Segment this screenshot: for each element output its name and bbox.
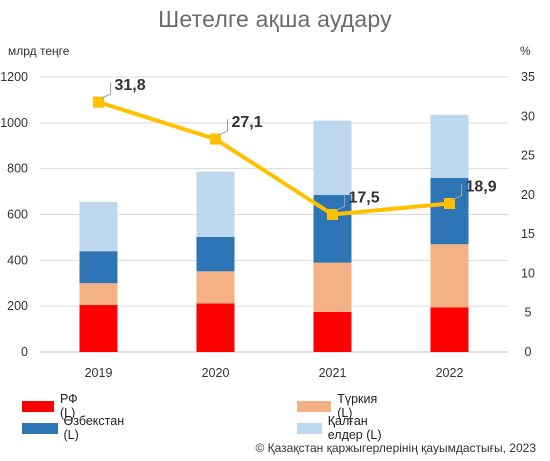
legend-label-uzbekistan: Өзбекстан (L) [63, 414, 125, 442]
data-label: 27,1 [232, 114, 263, 131]
bar-others [430, 114, 469, 178]
legend-item-turkey: Түркия (L) [297, 392, 385, 420]
bar-turkey [79, 283, 118, 306]
data-label-leader [452, 183, 462, 200]
data-label: 17,5 [349, 190, 380, 207]
left-tick-label: 600 [7, 208, 28, 222]
bar-rf [196, 303, 235, 352]
bar-turkey [196, 271, 235, 304]
x-tick-label: 2020 [202, 366, 230, 380]
legend-label-others: Қалған елдер (L) [327, 414, 382, 442]
right-tick-label: 25 [521, 149, 535, 163]
line-point [93, 96, 104, 108]
line-point [210, 133, 221, 145]
legend-item-rf: РФ (L) [22, 392, 88, 420]
bar-rf [430, 307, 469, 352]
bar-rf [313, 311, 352, 352]
data-label-leader [218, 119, 228, 136]
data-label-leader [101, 82, 111, 99]
x-tick-label: 2022 [436, 366, 464, 380]
legend-label-rf: РФ (L) [59, 392, 78, 420]
left-axis-unit: млрд теңге [8, 44, 70, 58]
bar-others [313, 120, 352, 196]
legend-swatch-others [297, 422, 322, 434]
bar-others [196, 171, 235, 237]
bar-uzbekistan [430, 177, 469, 245]
right-tick-label: 15 [521, 227, 535, 241]
bar-rf [79, 305, 118, 352]
line-series [97, 100, 450, 217]
left-tick-label: 400 [7, 253, 28, 267]
right-tick-label: 10 [521, 266, 535, 280]
right-tick-label: 30 [521, 109, 535, 123]
x-tick-label: 2019 [85, 366, 113, 380]
chart-title: Шетелге ақша аудару [158, 6, 392, 32]
bar-turkey [430, 244, 469, 308]
bar-turkey [313, 262, 352, 312]
bar-uzbekistan [196, 236, 235, 272]
data-label: 31,8 [115, 77, 146, 94]
bar-uzbekistan [79, 251, 118, 284]
right-tick-label: 20 [521, 188, 535, 202]
data-label: 18,9 [466, 179, 497, 196]
legend-item-others: Қалған елдер (L) [297, 414, 385, 442]
right-tick-label: 0 [525, 345, 532, 359]
source-credit: © Қазақстан қаржыгерлерінің қауымдастығы… [255, 441, 536, 455]
right-tick-label: 35 [521, 70, 535, 84]
left-tick-label: 1200 [0, 70, 28, 84]
legend-swatch-turkey [297, 400, 332, 412]
left-tick-label: 0 [21, 345, 28, 359]
data-label-leader [335, 194, 345, 211]
legend-swatch-uzbekistan [22, 422, 58, 434]
legend-item-uzbekistan: Өзбекстан (L) [22, 414, 131, 442]
left-tick-label: 200 [7, 299, 28, 313]
left-tick-label: 1000 [0, 116, 28, 130]
bar-others [79, 201, 118, 252]
left-tick-label: 800 [7, 162, 28, 176]
right-tick-label: 5 [525, 306, 532, 320]
legend-swatch-rf [22, 400, 54, 412]
line-point [444, 198, 455, 209]
right-axis-unit: % [520, 44, 531, 58]
line-point [327, 209, 338, 220]
legend-label-turkey: Түркия (L) [337, 392, 378, 420]
x-tick-label: 2021 [319, 366, 347, 380]
